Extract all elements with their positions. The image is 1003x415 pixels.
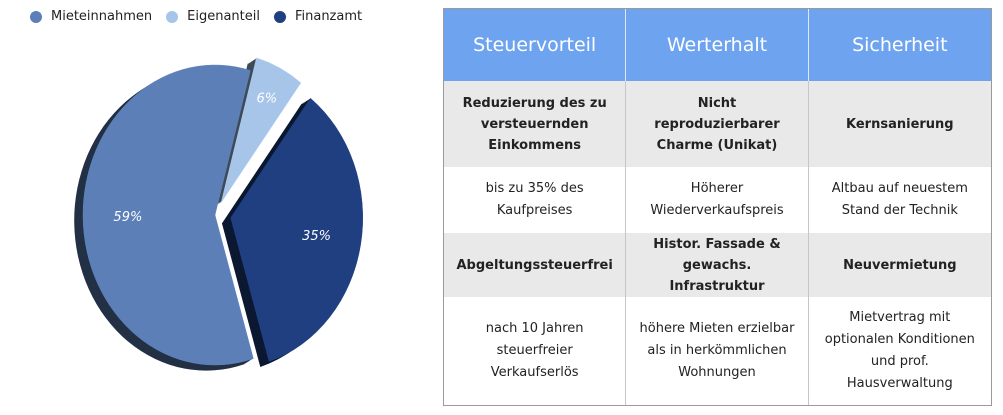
table-cell: Abgeltungssteuerfrei bbox=[444, 233, 627, 297]
table-cell: nach 10 Jahren steuerfreier Verkaufserlö… bbox=[444, 297, 627, 405]
pie-label-eigenanteil: 6% bbox=[257, 92, 278, 107]
table-cell: Höherer Wiederverkaufspreis bbox=[626, 167, 809, 233]
pie-label-mieteinnahmen: 59% bbox=[113, 210, 142, 225]
legend-label-finanzamt: Finanzamt bbox=[294, 9, 363, 24]
legend-item-mieteinnahmen[interactable]: Mieteinnahmen bbox=[30, 9, 152, 24]
pie-slice-eigenanteil[interactable] bbox=[220, 57, 302, 203]
table-cell: Mietvertrag mit optionalen Konditionen u… bbox=[824, 310, 975, 391]
table-cell: Nicht reproduzierbarer Charme (Unikat) bbox=[626, 81, 809, 167]
legend-item-finanzamt[interactable]: Finanzamt bbox=[273, 9, 363, 24]
table-cell: Kernsanierung bbox=[846, 116, 954, 132]
chart-legend: Mieteinnahmen Eigenanteil Finanzamt bbox=[30, 9, 376, 24]
pie-slice-finanzamt[interactable] bbox=[230, 97, 363, 362]
table-row: bis zu 35% des Kaufpreises Höherer Wiede… bbox=[444, 167, 991, 233]
pie-slice-mieteinnahmen[interactable] bbox=[82, 64, 254, 366]
table-row: Abgeltungssteuerfrei Histor. Fassade & g… bbox=[444, 233, 991, 297]
legend-swatch-mieteinnahmen bbox=[30, 10, 42, 23]
header-sicherheit: Sicherheit bbox=[808, 9, 991, 81]
legend-label-mieteinnahmen: Mieteinnahmen bbox=[51, 9, 153, 24]
table-cell: Altbau auf neuestem Stand der Technik bbox=[831, 181, 968, 218]
legend-swatch-eigenanteil bbox=[166, 10, 179, 23]
legend-label-eigenanteil: Eigenanteil bbox=[187, 9, 260, 24]
table-cell: höhere Mieten erzielbar als in herkömmli… bbox=[626, 297, 809, 405]
pie-chart: 6% 35% 59% bbox=[74, 57, 363, 371]
table-cell: bis zu 35% des Kaufpreises bbox=[444, 167, 627, 233]
table-header-row: Steuervorteil Werterhalt Sicherheit bbox=[444, 9, 991, 81]
pie-label-finanzamt: 35% bbox=[302, 229, 331, 244]
legend-item-eigenanteil[interactable]: Eigenanteil bbox=[166, 9, 260, 24]
header-steuervorteil: Steuervorteil bbox=[444, 9, 627, 81]
table-cell: Neuvermietung bbox=[843, 257, 957, 273]
benefits-table: Steuervorteil Werterhalt Sicherheit Redu… bbox=[443, 8, 992, 406]
table-row: nach 10 Jahren steuerfreier Verkaufserlö… bbox=[444, 297, 991, 405]
header-werterhalt: Werterhalt bbox=[626, 9, 809, 81]
table-cell: Histor. Fassade & gewachs. Infrastruktur bbox=[626, 233, 809, 297]
legend-swatch-finanzamt bbox=[273, 10, 286, 23]
table-row: Reduzierung des zu versteuernden Einkomm… bbox=[444, 81, 991, 167]
table-cell: Reduzierung des zu versteuernden Einkomm… bbox=[444, 81, 627, 167]
